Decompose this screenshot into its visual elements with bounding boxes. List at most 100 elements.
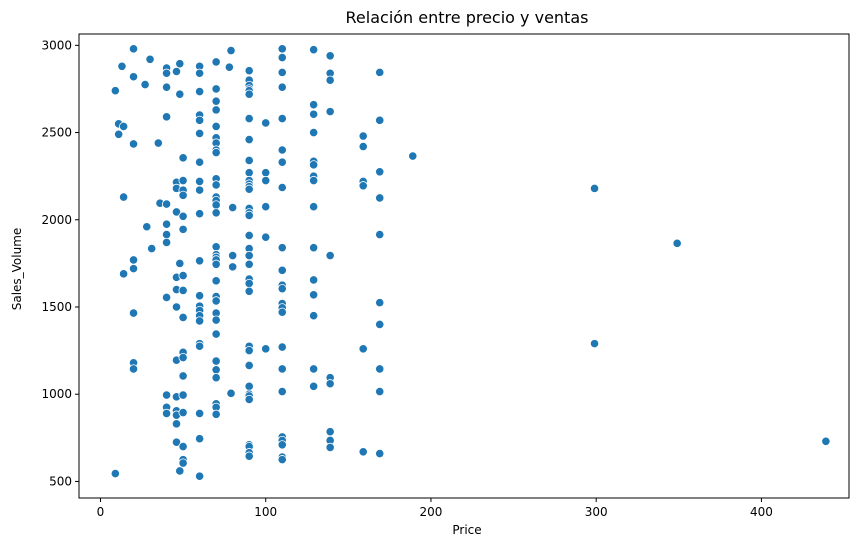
data-point-196 bbox=[309, 160, 319, 170]
data-point-126 bbox=[228, 262, 238, 272]
data-point-65 bbox=[178, 441, 188, 452]
data-point-157 bbox=[244, 394, 254, 405]
data-point-37 bbox=[171, 207, 182, 217]
data-point-56 bbox=[178, 224, 188, 234]
data-point-0 bbox=[110, 86, 120, 96]
data-point-135 bbox=[244, 155, 254, 166]
data-point-26 bbox=[161, 199, 172, 209]
data-point-17 bbox=[142, 222, 152, 232]
data-point-213 bbox=[325, 427, 335, 437]
y-tick-label-500: 500 bbox=[49, 474, 72, 488]
data-point-103 bbox=[211, 208, 221, 218]
data-point-108 bbox=[211, 259, 221, 269]
data-point-163 bbox=[261, 168, 271, 178]
data-point-34 bbox=[171, 66, 182, 77]
data-point-202 bbox=[309, 290, 319, 300]
data-point-99 bbox=[211, 180, 221, 190]
data-point-191 bbox=[309, 45, 319, 55]
data-point-174 bbox=[277, 157, 287, 167]
data-point-86 bbox=[195, 408, 205, 418]
plot-frame bbox=[78, 33, 850, 499]
data-point-164 bbox=[261, 175, 271, 186]
data-point-111 bbox=[211, 296, 221, 306]
data-point-79 bbox=[195, 291, 205, 301]
data-point-206 bbox=[325, 51, 335, 61]
data-point-25 bbox=[161, 112, 172, 122]
data-point-8 bbox=[128, 44, 139, 54]
data-point-222 bbox=[375, 67, 385, 77]
data-point-92 bbox=[211, 105, 221, 115]
data-point-176 bbox=[277, 243, 287, 253]
data-point-185 bbox=[277, 386, 287, 397]
data-point-127 bbox=[244, 66, 254, 76]
data-point-90 bbox=[211, 84, 221, 94]
data-point-114 bbox=[211, 329, 221, 339]
data-point-198 bbox=[309, 175, 319, 186]
data-point-136 bbox=[244, 168, 254, 178]
data-point-210 bbox=[325, 250, 335, 261]
data-point-59 bbox=[178, 312, 188, 323]
data-point-1 bbox=[110, 468, 120, 479]
data-point-133 bbox=[244, 114, 254, 124]
data-point-143 bbox=[244, 210, 254, 221]
data-point-75 bbox=[195, 176, 205, 186]
x-tick-label-100: 100 bbox=[254, 505, 277, 519]
data-point-40 bbox=[171, 302, 182, 312]
x-tick-label-400: 400 bbox=[750, 505, 773, 519]
data-point-18 bbox=[145, 54, 155, 64]
data-point-10 bbox=[128, 139, 139, 149]
data-point-229 bbox=[375, 364, 385, 374]
data-point-228 bbox=[375, 319, 385, 330]
data-point-61 bbox=[178, 352, 188, 363]
data-point-124 bbox=[228, 202, 238, 213]
data-point-168 bbox=[277, 44, 287, 54]
data-point-51 bbox=[178, 153, 188, 163]
data-point-123 bbox=[226, 388, 236, 398]
data-point-234 bbox=[589, 339, 600, 349]
data-point-11 bbox=[128, 255, 139, 265]
chart-title: Relación entre precio y ventas bbox=[346, 8, 589, 27]
data-point-236 bbox=[821, 436, 831, 446]
data-point-182 bbox=[277, 307, 287, 317]
data-point-28 bbox=[161, 230, 172, 240]
data-point-165 bbox=[261, 202, 271, 212]
data-point-48 bbox=[175, 89, 185, 99]
data-point-19 bbox=[147, 243, 157, 254]
data-point-72 bbox=[195, 115, 205, 125]
data-point-50 bbox=[175, 466, 185, 476]
data-point-166 bbox=[261, 232, 271, 242]
data-point-57 bbox=[178, 270, 188, 281]
data-point-5 bbox=[119, 121, 129, 132]
data-point-121 bbox=[224, 62, 234, 72]
data-point-27 bbox=[161, 219, 172, 229]
data-point-175 bbox=[277, 182, 287, 193]
y-tick-label-2000: 2000 bbox=[41, 213, 72, 227]
data-point-78 bbox=[195, 256, 205, 266]
data-point-227 bbox=[375, 298, 385, 308]
data-point-223 bbox=[375, 115, 385, 125]
data-point-192 bbox=[309, 100, 319, 110]
data-point-203 bbox=[309, 311, 319, 321]
data-point-63 bbox=[178, 390, 188, 400]
data-point-47 bbox=[175, 59, 185, 69]
data-point-7 bbox=[119, 269, 129, 279]
data-point-30 bbox=[161, 292, 172, 302]
data-point-77 bbox=[195, 209, 205, 219]
data-point-67 bbox=[178, 458, 188, 468]
x-axis-ticks: 0 100 200 300 400 bbox=[97, 498, 773, 519]
data-point-52 bbox=[178, 175, 188, 186]
data-point-16 bbox=[140, 79, 150, 90]
data-point-140 bbox=[244, 184, 254, 194]
data-point-74 bbox=[195, 157, 205, 167]
data-point-115 bbox=[211, 356, 221, 366]
data-point-69 bbox=[195, 68, 205, 78]
data-point-221 bbox=[358, 447, 368, 457]
data-point-88 bbox=[195, 471, 205, 481]
data-point-120 bbox=[211, 409, 221, 419]
data-point-97 bbox=[211, 148, 221, 158]
data-point-9 bbox=[128, 72, 139, 82]
data-point-204 bbox=[309, 364, 319, 374]
data-point-70 bbox=[195, 86, 205, 97]
data-point-132 bbox=[244, 89, 254, 99]
